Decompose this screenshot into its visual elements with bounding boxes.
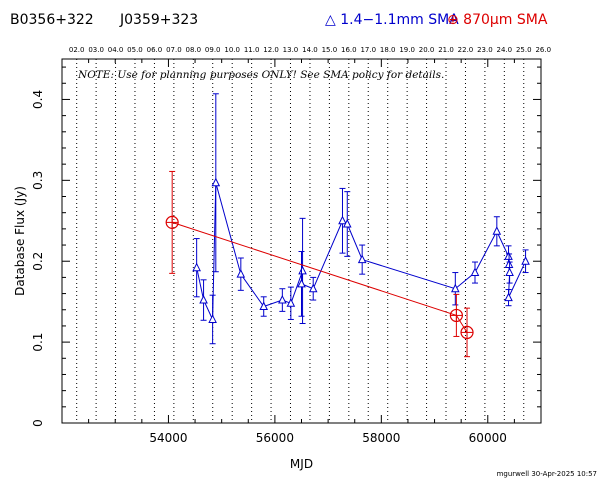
top-axis-label: 06.0 (147, 46, 163, 54)
y-tick-label: 0.3 (31, 171, 45, 190)
top-axis-label: 22.0 (458, 46, 474, 54)
top-axis-label: 05.0 (127, 46, 143, 54)
triangle-marker (504, 292, 513, 302)
data-point (211, 93, 221, 273)
triangle-marker (308, 283, 318, 293)
data-point (504, 289, 513, 307)
x-tick-label: 60000 (469, 431, 507, 445)
triangle-marker (298, 265, 307, 275)
top-axis-label: 13.0 (283, 46, 299, 54)
planning-note: NOTE: Use for planning purposes ONLY! Se… (77, 69, 444, 81)
top-axis-label: 19.0 (399, 46, 415, 54)
x-tick-label: 54000 (149, 431, 187, 445)
data-point (451, 272, 460, 306)
triangle-marker (521, 256, 530, 265)
triangle-marker (504, 251, 513, 260)
top-axis-label: 23.0 (477, 46, 493, 54)
triangle-marker (236, 269, 246, 278)
data-point (286, 286, 296, 320)
triangle-marker (297, 278, 306, 288)
data-point (308, 276, 318, 301)
data-point (298, 217, 307, 325)
triangle-marker (492, 226, 502, 235)
triangle-marker (338, 215, 347, 225)
data-point (259, 296, 269, 317)
data-point (470, 261, 480, 284)
data-point (521, 249, 530, 274)
top-axis-label: 02.0 (69, 46, 85, 54)
top-axis-label: 12.0 (263, 46, 279, 54)
source-name: B0356+322 (10, 12, 94, 28)
series-line (196, 182, 527, 320)
data-point (192, 238, 201, 298)
top-axis-label: 11.0 (244, 46, 260, 54)
top-axis-label: 03.0 (88, 46, 104, 54)
plot-frame (61, 58, 542, 424)
triangle-marker (199, 294, 208, 304)
triangle-marker (286, 298, 296, 307)
top-axis-label: 21.0 (438, 46, 454, 54)
top-axis-label: 08.0 (186, 46, 202, 54)
data-point (357, 244, 367, 275)
x-tick-label: 58000 (362, 431, 400, 445)
top-axis-label: 14.0 (302, 46, 318, 54)
triangle-marker (259, 301, 269, 311)
triangle-marker (278, 294, 287, 304)
data-point (165, 170, 179, 274)
data-point (338, 187, 347, 254)
data-point (297, 251, 306, 317)
triangle-marker (357, 254, 367, 264)
triangle-marker (211, 177, 221, 187)
top-axis-label: 04.0 (108, 46, 124, 54)
top-axis-label: 25.0 (516, 46, 532, 54)
data-point (208, 294, 217, 345)
triangle-marker (451, 283, 460, 293)
legend-red: ⊕ 870μm SMA (447, 12, 548, 28)
data-point (492, 216, 502, 247)
top-axis-label: 16.0 (341, 46, 357, 54)
y-tick-label: 0.4 (31, 90, 45, 109)
triangle-marker (342, 218, 352, 228)
series-line (172, 221, 468, 333)
triangle-marker (192, 262, 201, 272)
top-axis-label: 07.0 (166, 46, 182, 54)
y-tick-label: 0.2 (31, 252, 45, 271)
data-point (449, 293, 463, 337)
data-point (278, 288, 287, 312)
top-axis-label: 10.0 (224, 46, 240, 54)
y-axis-label: Database Flux (Jy) (13, 186, 27, 296)
data-point (342, 191, 352, 257)
data-point (505, 261, 514, 284)
y-tick-label: 0.1 (31, 333, 45, 352)
data-point (199, 279, 208, 321)
y-tick-label: 0 (31, 419, 45, 427)
triangle-marker (505, 267, 514, 277)
triangle-marker (208, 314, 217, 323)
legend-blue: △ 1.4−1.1mm SMA (325, 12, 459, 28)
footer-credit: mgurwell 30-Apr-2025 10:57 (497, 470, 597, 478)
x-axis-label: MJD (290, 457, 313, 471)
alt-source-name: J0359+323 (120, 12, 199, 28)
x-tick-label: 56000 (256, 431, 294, 445)
top-axis-label: 18.0 (380, 46, 396, 54)
triangle-marker (504, 259, 514, 268)
top-axis-label: 17.0 (360, 46, 376, 54)
top-axis-label: 24.0 (497, 46, 513, 54)
top-axis-label: 09.0 (205, 46, 221, 54)
top-axis-label: 26.0 (535, 46, 551, 54)
top-axis-label: 15.0 (322, 46, 338, 54)
data-point (236, 257, 246, 291)
data-point (460, 307, 474, 358)
top-axis-label: 20.0 (419, 46, 435, 54)
triangle-marker (470, 267, 480, 277)
